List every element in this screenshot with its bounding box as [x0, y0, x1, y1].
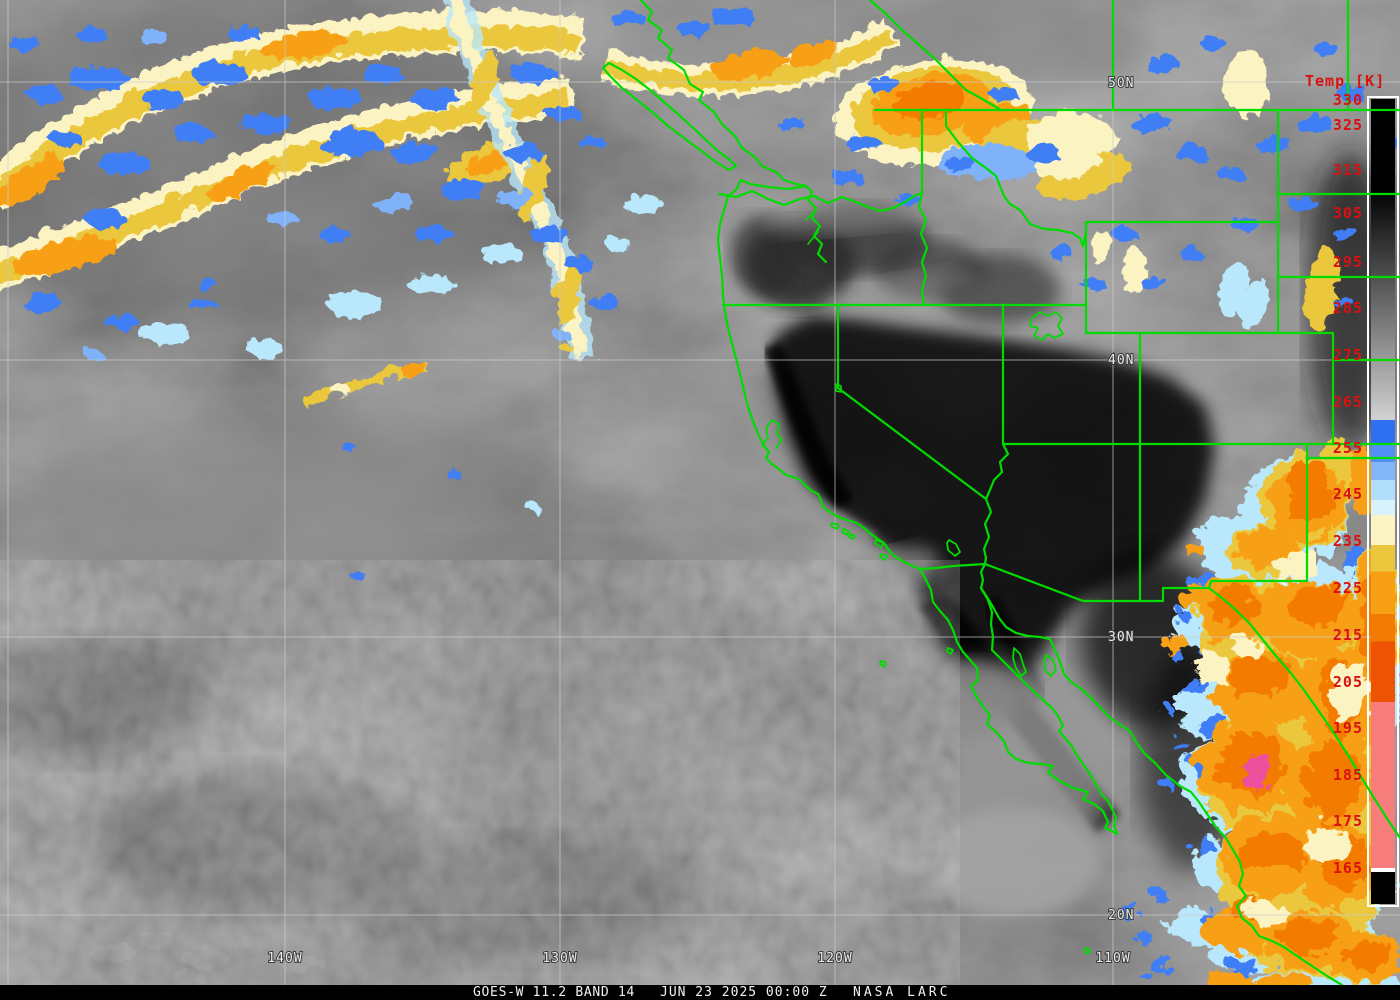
meridian-label-140w: 140W — [267, 951, 302, 966]
puget-sound-inlets — [805, 209, 819, 245]
colorbar-label: 315 — [1333, 161, 1363, 179]
parallel-label-20n: 20N — [1108, 908, 1134, 923]
colorbar-label: 195 — [1333, 719, 1363, 737]
border-oregon-idaho — [917, 191, 929, 307]
channel-islands — [830, 522, 888, 561]
isla-angel-de-la-guarda — [1012, 647, 1027, 677]
border-california-nevada — [836, 303, 988, 501]
parallel-label-50n: 50N — [1108, 76, 1134, 91]
enhanced-cloud-flecks-ocean — [197, 277, 570, 575]
border-32n — [1207, 579, 1309, 590]
border-idaho-montana — [944, 108, 1088, 248]
border-bc-alberta — [868, 0, 1003, 112]
enhanced-cloud-layer-northern-rockies — [710, 6, 1397, 576]
grid-labels: 140W 130W 120W 110W 50N 40N 30N 20N — [266, 75, 1134, 967]
meridian-label-110w: 110W — [1095, 951, 1130, 966]
credit-label: NASA LARC — [853, 985, 951, 1000]
meridian-label-120w: 120W — [817, 951, 852, 966]
isla-guadalupe — [879, 660, 887, 668]
colorbar-label: 225 — [1333, 579, 1363, 597]
colorbar-label: 245 — [1333, 485, 1363, 503]
colorbar-label: 325 — [1333, 116, 1363, 134]
timestamp-label: JUN 23 2025 00:00 Z — [660, 985, 828, 1000]
colorbar-title: Temp [K] — [1305, 72, 1385, 90]
colorbar-label: 265 — [1333, 393, 1363, 411]
coldest-cloud-top-magenta — [1238, 757, 1264, 783]
islas-marias — [1083, 947, 1091, 955]
colorbar-label: 255 — [1333, 439, 1363, 457]
colorbar-label: 305 — [1333, 204, 1363, 222]
meridian-label-130w: 130W — [542, 951, 577, 966]
isla-cedros — [946, 647, 954, 655]
vancouver-island — [601, 61, 738, 172]
satellite-band-label: GOES-W 11.2 BAND 14 — [473, 985, 636, 1000]
status-bar: GOES-W 11.2 BAND 14 JUN 23 2025 00:00 Z … — [0, 985, 1400, 1000]
enhanced-cloud-layer-northwest — [0, 0, 898, 357]
lake-tahoe — [835, 383, 842, 393]
salton-sea — [946, 539, 961, 557]
colorbar-label: 235 — [1333, 532, 1363, 550]
colorado-river-delta — [979, 562, 987, 590]
san-francisco-bay — [761, 419, 783, 449]
colorbar-label: 330 — [1333, 91, 1363, 109]
colorbar-label: 295 — [1333, 253, 1363, 271]
temperature-colorbar — [1367, 96, 1399, 907]
colorbar-label: 205 — [1333, 673, 1363, 691]
coastline-mexico-mainland — [979, 586, 1344, 987]
coastline-baja-west — [918, 567, 1119, 836]
colorbar-label: 215 — [1333, 626, 1363, 644]
rio-grande — [1207, 586, 1400, 840]
colorbar-label: 285 — [1333, 299, 1363, 317]
colorbar-label: 275 — [1333, 346, 1363, 364]
coastline-baja-east — [979, 586, 1119, 836]
open-cell-texture — [0, 560, 960, 985]
colorbar-label: 185 — [1333, 766, 1363, 784]
great-salt-lake — [1029, 311, 1064, 341]
parallel-label-30n: 30N — [1108, 630, 1134, 645]
map-boundaries — [601, 0, 1400, 987]
strait-juan-de-fuca — [739, 178, 808, 191]
isla-tiburon — [1043, 654, 1057, 677]
border-washington-oregon — [717, 189, 924, 213]
colorbar-labels: Temp [K] 330 325 315 305 295 285 275 265… — [1305, 72, 1385, 877]
colorbar-label: 165 — [1333, 859, 1363, 877]
coastline-british-columbia — [639, 0, 828, 264]
colorbar-label: 175 — [1333, 812, 1363, 830]
parallel-label-40n: 40N — [1108, 353, 1134, 368]
coastline-west-coast — [716, 178, 922, 571]
